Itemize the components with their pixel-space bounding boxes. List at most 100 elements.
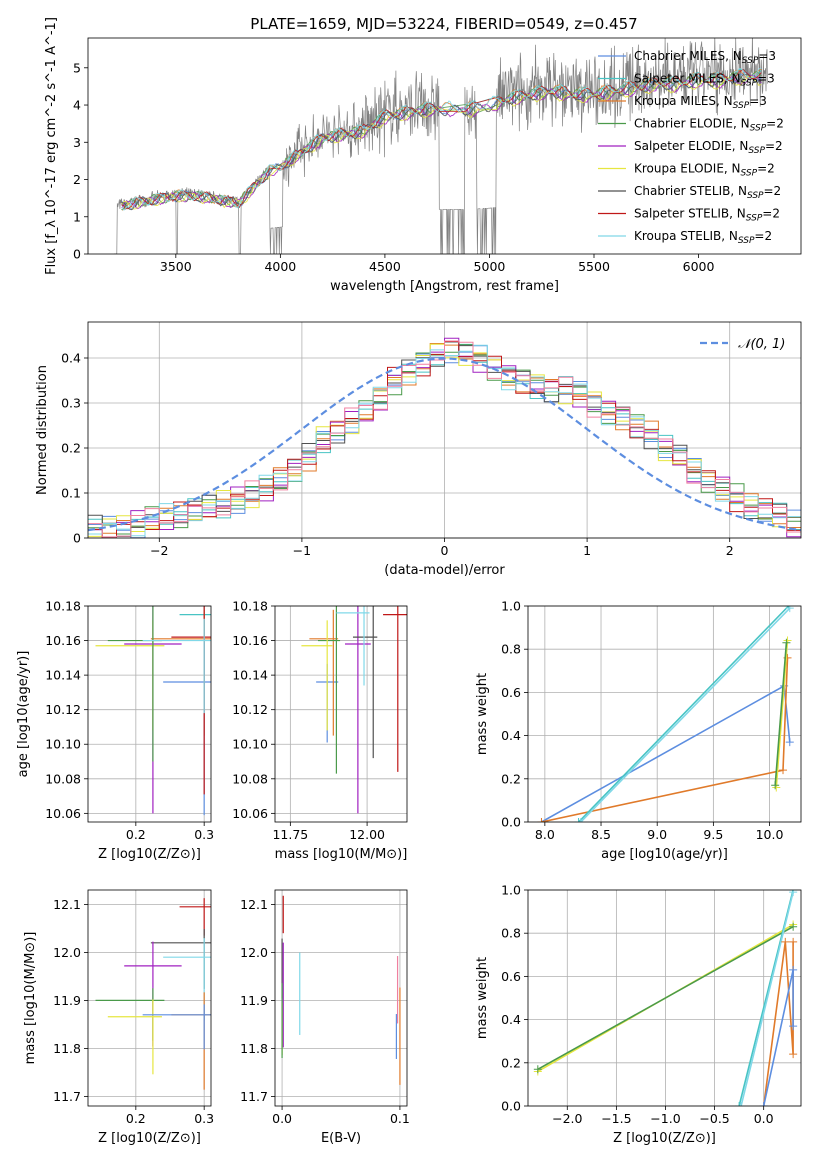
x-tick-label: 10.0 <box>756 827 784 842</box>
x-tick-label: 0.1 <box>390 1111 410 1126</box>
panel-weight-vs-age: 8.0 8.5 9.0 9.5 10.0 0.0 0.2 0.4 0.6 0.8 1.0 age [l… <box>475 599 802 862</box>
y-tick-label: 0.6 <box>501 969 521 984</box>
y-tick-label: 2 <box>73 172 81 187</box>
mass-weight-line <box>537 926 794 1070</box>
x-tick-label: 0.2 <box>126 1111 146 1126</box>
y-tick-label: 10.10 <box>232 737 268 752</box>
x-tick-label: 9.0 <box>647 827 667 842</box>
x-axis-label: wavelength [Angstrom, rest frame] <box>330 279 559 294</box>
axes-frame <box>274 889 408 1107</box>
legend-entry: Chabrier STELIB, NSSP=2 <box>634 184 781 201</box>
y-tick-label: 10.18 <box>45 599 81 614</box>
model-spectrum-line <box>121 71 762 211</box>
legend-entry: 𝒩(0, 1) <box>738 337 785 352</box>
y-tick-label: 11.9 <box>53 993 81 1008</box>
y-tick-label: 0.6 <box>501 685 521 700</box>
figure-title: PLATE=1659, MJD=53224, FIBERID=0549, z=0… <box>250 15 637 33</box>
plot-area <box>281 895 401 1085</box>
x-tick-label: 5000 <box>474 259 506 274</box>
y-tick-label: 1.0 <box>501 883 521 898</box>
mass-weight-marker <box>789 965 798 974</box>
x-tick-label: 0.0 <box>754 1111 774 1126</box>
axes-frame <box>87 37 802 255</box>
plot-area <box>88 337 801 538</box>
x-tick-label: 6000 <box>683 259 715 274</box>
mass-weight-marker <box>574 818 583 822</box>
mass-weight-marker <box>782 638 791 647</box>
mass-weight-marker <box>772 783 781 792</box>
legend-entry: Kroupa STELIB, NSSP=2 <box>634 229 772 246</box>
panel-mass-vs-ebv: 0.0 0.1 11.7 11.8 11.9 12.0 12.1 E(B-V) <box>240 889 410 1146</box>
y-tick-label: 10.10 <box>45 737 81 752</box>
x-tick-label: 2 <box>726 543 734 558</box>
y-tick-label: 12.0 <box>240 945 268 960</box>
y-tick-label: 0.8 <box>501 642 521 657</box>
y-tick-label: 10.18 <box>232 599 268 614</box>
y-tick-label: 10.08 <box>232 771 268 786</box>
x-tick-label: 11.75 <box>272 827 308 842</box>
x-tick-label: 0.0 <box>272 1111 292 1126</box>
mass-weight-line <box>580 607 791 822</box>
y-tick-label: 4 <box>73 98 81 113</box>
x-axis-label: mass [log10(M/M⊙)] <box>275 847 408 862</box>
mass-weight-marker <box>783 636 792 645</box>
y-tick-label: 0.3 <box>61 396 81 411</box>
mass-weight-marker <box>537 818 546 822</box>
y-tick-label: 1 <box>73 209 81 224</box>
y-tick-label: 0.4 <box>501 728 521 743</box>
y-tick-label: 0 <box>73 247 81 262</box>
y-tick-label: 0.4 <box>501 1012 521 1027</box>
y-tick-label: 11.9 <box>240 993 268 1008</box>
mass-weight-marker <box>771 781 780 790</box>
x-axis-label: E(B-V) <box>321 1131 361 1146</box>
panel-age-vs-mass: 11.75 12.00 10.06 10.08 10.10 10.12 10.14 10.16… <box>232 599 408 862</box>
mass-weight-line <box>775 640 789 788</box>
mass-weight-line <box>762 941 794 1106</box>
y-tick-label: 10.06 <box>45 806 81 821</box>
axes-frame <box>527 605 802 823</box>
x-tick-label: 4500 <box>369 259 401 274</box>
y-tick-label: 10.16 <box>232 633 268 648</box>
mass-weight-marker <box>785 738 794 747</box>
y-tick-label: 12.1 <box>240 897 268 912</box>
y-axis-label: Flux [f_λ 10^-17 erg cm^-2 s^-1 A^-1] <box>44 17 59 275</box>
y-tick-label: 0.2 <box>501 1055 521 1070</box>
y-tick-label: 5 <box>73 60 81 75</box>
x-axis-label: Z [log10(Z/Z⊙)] <box>98 1131 201 1146</box>
panel-mass-vs-Z: 0.2 0.3 11.7 11.8 11.9 12.0 12.1 Z [log10(Z/Z⊙)… <box>23 889 214 1146</box>
x-tick-label: 12.00 <box>349 827 385 842</box>
gaussian-curve <box>88 357 801 532</box>
plot-area <box>301 606 407 814</box>
mass-weight-marker <box>789 937 798 946</box>
plot-area <box>537 606 794 822</box>
y-tick-label: 0 <box>73 531 81 546</box>
axes-frame <box>87 605 212 823</box>
axes-frame <box>527 889 802 1107</box>
legend-entry: Salpeter STELIB, NSSP=2 <box>634 207 780 224</box>
model-spectrum-line <box>121 67 762 211</box>
plot-area <box>95 898 211 1090</box>
x-tick-label: 0.3 <box>194 1111 214 1126</box>
y-tick-label: 12.0 <box>53 945 81 960</box>
panel-age-vs-Z: 0.2 0.3 10.06 10.08 10.10 10.12 10.14 10.16 10.1… <box>16 599 214 863</box>
y-tick-label: 0.1 <box>61 486 81 501</box>
x-tick-label: 1 <box>583 543 591 558</box>
x-tick-label: 4000 <box>264 259 296 274</box>
mass-weight-marker <box>533 1065 542 1074</box>
legend-entry: Chabrier ELODIE, NSSP=2 <box>634 117 784 134</box>
axes-frame <box>87 321 802 539</box>
mass-weight-marker <box>779 766 788 775</box>
y-tick-label: 0.8 <box>501 926 521 941</box>
y-tick-label: 11.7 <box>53 1089 81 1104</box>
y-tick-label: 0.2 <box>61 441 81 456</box>
y-axis-label: mass weight <box>475 673 490 755</box>
y-tick-label: 10.12 <box>232 702 268 717</box>
legend-entry: Kroupa ELODIE, NSSP=2 <box>634 162 775 179</box>
mass-weight-marker <box>737 1102 746 1106</box>
plot-area <box>533 890 798 1106</box>
plot-area <box>114 38 768 254</box>
legend: Chabrier MILES, NSSP=3 Salpeter MILES, NS… <box>598 49 784 246</box>
x-tick-label: −1.5 <box>601 1111 631 1126</box>
x-axis-label: (data-model)/error <box>384 563 505 578</box>
y-tick-label: 1.0 <box>501 599 521 614</box>
